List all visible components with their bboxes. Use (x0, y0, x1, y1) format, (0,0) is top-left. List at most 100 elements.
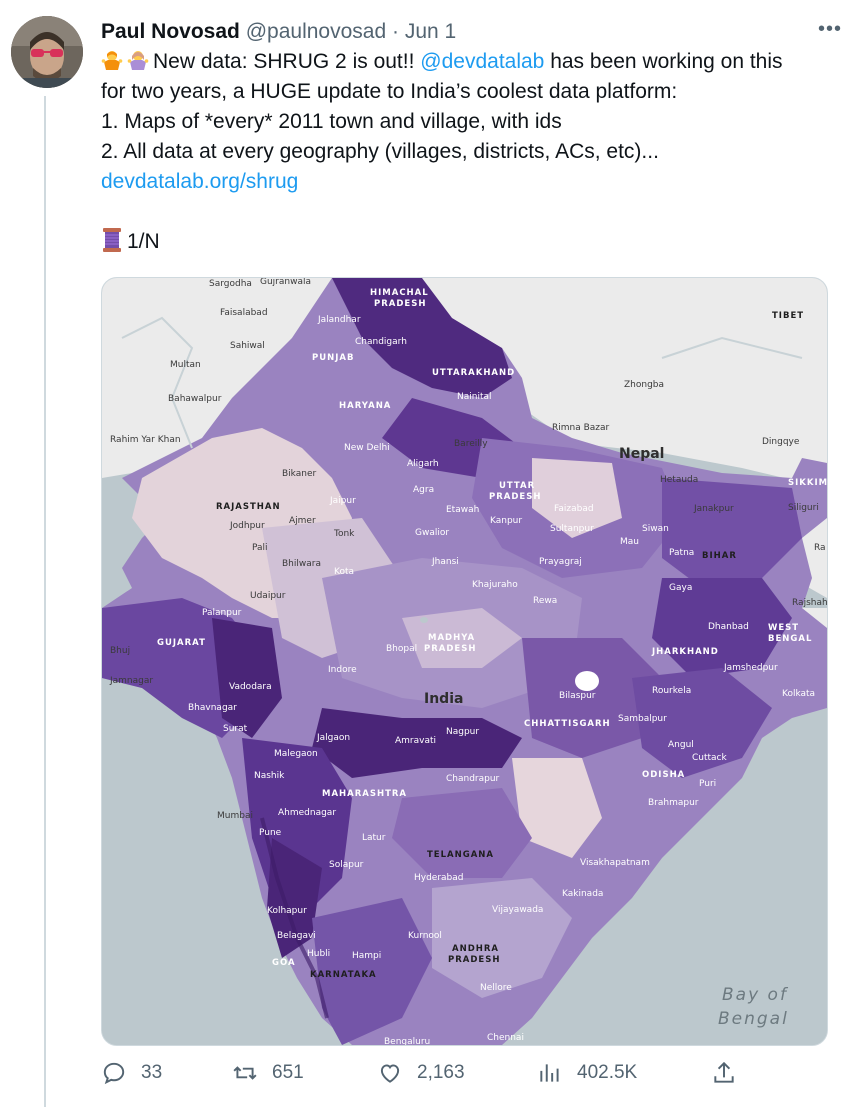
map-label: Faizabad (554, 504, 594, 514)
map-label: Sultanpur (550, 524, 594, 534)
map-label: Kakinada (562, 889, 603, 899)
map-label: Hetauda (660, 475, 698, 485)
map-label: Aligarh (407, 459, 439, 469)
map-label: SIKKIM (788, 478, 827, 488)
shrug-url-link[interactable]: devdatalab.org/shrug (101, 170, 299, 193)
tweet-text: New data: SHRUG 2 is out!! @devdatalab h… (101, 47, 841, 257)
map-label: Zhongba (624, 380, 664, 390)
map-label: BENGAL (768, 634, 812, 644)
map-label: Vijayawada (492, 905, 543, 915)
map-label: Nepal (619, 446, 664, 462)
map-label: New Delhi (344, 443, 390, 453)
map-label: Amravati (395, 736, 436, 746)
map-label: Nainital (457, 392, 492, 402)
map-label: Kota (334, 567, 354, 577)
share-icon (714, 1061, 734, 1083)
view-count: 402.5K (577, 1062, 638, 1083)
map-label: Gujranwala (260, 278, 311, 287)
map-label: GUJARAT (157, 638, 206, 648)
reply-count: 33 (141, 1062, 163, 1083)
map-label: Multan (170, 360, 201, 370)
map-label: Nellore (480, 983, 512, 993)
author-name[interactable]: Paul Novosad (101, 20, 240, 43)
retweet-count: 651 (272, 1062, 304, 1083)
map-label: Belagavi (277, 931, 316, 941)
map-label: PRADESH (424, 644, 476, 654)
map-label: Bhuj (110, 646, 130, 656)
map-label: Hampi (352, 951, 381, 961)
map-label: Siliguri (788, 503, 819, 513)
tweet-actions: 33 651 2,163 402.5K (101, 1060, 741, 1096)
map-label: Siwan (642, 524, 669, 534)
reply-button[interactable]: 33 (101, 1060, 162, 1086)
map-label: Rimna Bazar (552, 423, 610, 433)
tweet-line-4: 2. All data at every geography (villages… (101, 140, 659, 163)
map-label: UTTAR (499, 481, 535, 491)
map-image[interactable]: Sargodha Gujranwala Faisalabad Sahiwal M… (101, 277, 828, 1046)
thread-connector-line (44, 96, 46, 1107)
map-label: Bengal (718, 1009, 789, 1029)
map-label: PRADESH (374, 299, 426, 309)
person-shrugging-icon (127, 51, 149, 70)
map-label: Gaya (669, 583, 692, 593)
map-label: TELANGANA (427, 850, 494, 860)
map-label: MAHARASHTRA (322, 789, 407, 799)
separator-dot: · (391, 20, 399, 43)
map-label: Kurnool (408, 931, 442, 941)
map-label: Rajshah (792, 598, 827, 608)
map-label: Sahiwal (230, 341, 265, 351)
map-label: Prayagraj (539, 557, 582, 567)
map-label: Bahawalpur (168, 394, 222, 404)
map-label: Kolhapur (267, 906, 307, 916)
map-label: Pune (259, 828, 282, 838)
map-label: Bhilwara (282, 559, 321, 569)
map-label: Ajmer (289, 516, 316, 526)
mention-link[interactable]: @devdatalab (420, 50, 545, 73)
map-label: Palanpur (202, 608, 242, 618)
like-count: 2,163 (417, 1062, 465, 1083)
map-label: Jalandhar (317, 315, 361, 325)
map-label: Brahmapur (648, 798, 699, 808)
map-label: Jhansi (431, 557, 459, 567)
tweet-line-1-prefix: New data: SHRUG 2 is out!! (153, 50, 421, 73)
map-label: Jamnagar (109, 676, 153, 686)
map-label: Hubli (307, 949, 330, 959)
map-label: Udaipur (250, 591, 286, 601)
map-label: Bhopal (386, 644, 417, 654)
map-label: HIMACHAL (370, 288, 429, 298)
tweet-line-1-suffix: has been working on this (544, 50, 783, 73)
map-label: MADHYA (428, 633, 475, 643)
map-label: RAJASTHAN (216, 502, 281, 512)
map-label: Chandigarh (355, 337, 407, 347)
person-shrugging-icon (101, 51, 123, 70)
views-button[interactable]: 402.5K (537, 1060, 637, 1086)
tweet-line-2: for two years, a HUGE update to India’s … (101, 80, 678, 103)
map-label: Jodhpur (229, 521, 265, 531)
india-choropleth-map: Sargodha Gujranwala Faisalabad Sahiwal M… (102, 278, 827, 1045)
avatar[interactable] (11, 16, 83, 88)
map-label: Rahim Yar Khan (110, 435, 181, 445)
reply-icon (103, 1062, 125, 1085)
map-label: Chennai (487, 1033, 524, 1043)
map-label: Nashik (254, 771, 285, 781)
map-label: ANDHRA (452, 944, 499, 954)
more-options-button[interactable]: ••• (817, 18, 842, 40)
map-label: PRADESH (489, 492, 541, 502)
tweet-date[interactable]: Jun 1 (404, 20, 457, 43)
map-label: Chandrapur (446, 774, 500, 784)
map-label: ODISHA (642, 770, 685, 780)
share-button[interactable] (711, 1060, 751, 1086)
map-label: Bareilly (454, 439, 488, 449)
like-button[interactable]: 2,163 (377, 1060, 465, 1086)
map-label: Indore (328, 665, 357, 675)
tweet-header: Paul Novosad @paulnovosad · Jun 1 (101, 18, 841, 46)
map-label: Patna (669, 548, 694, 558)
map-label: Cuttack (692, 753, 728, 763)
map-label: Bengaluru (384, 1037, 430, 1045)
bar-chart-icon (540, 1064, 559, 1082)
map-label: Sambalpur (618, 714, 667, 724)
map-label: Hyderabad (414, 873, 464, 883)
author-handle[interactable]: @paulnovosad (245, 20, 387, 43)
map-label: Pali (252, 543, 268, 553)
retweet-button[interactable]: 651 (232, 1060, 304, 1086)
